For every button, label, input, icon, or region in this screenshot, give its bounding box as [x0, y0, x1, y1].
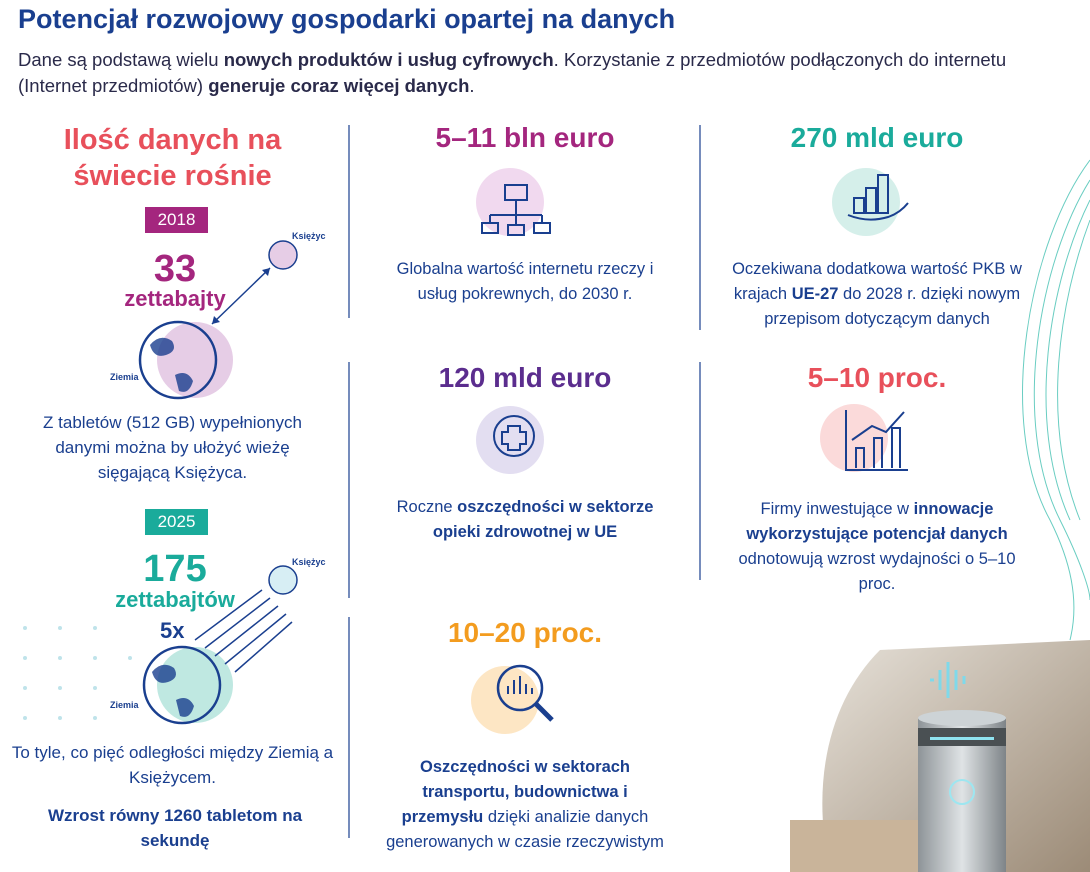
text: do 2028 r. dzięki nowym przepisom dotycz…: [764, 285, 1021, 328]
bold-text: Oszczędności w sektorach transportu, bud…: [401, 758, 630, 826]
text: odnotowują wzrost wydajności o 5–10 proc…: [738, 550, 1016, 593]
caption: Z tabletów (512 GB) wypełnionych danymi …: [43, 413, 302, 482]
note: Wzrost równy 1260 tabletom na sekundę: [47, 806, 303, 850]
earth-label: Ziemia: [110, 700, 139, 710]
card-value: 120 mld euro: [438, 362, 612, 393]
text: Dane są podstawą wielu: [18, 49, 224, 70]
year-badge: 2025: [145, 509, 208, 535]
card-text: Oszczędności w sektorach transportu, bud…: [380, 755, 670, 855]
moon-label: Księżyc: [292, 231, 326, 241]
right-waves: [1022, 159, 1090, 641]
bold-text: generuje coraz więcej danych: [208, 75, 470, 96]
text: dzięki analizie danych generowanych w cz…: [386, 808, 664, 851]
bold-text: UE-27: [791, 285, 839, 303]
moon-label: Księżyc: [292, 557, 326, 567]
card-value: 10–20 proc.: [447, 617, 603, 648]
text: Roczne: [396, 498, 458, 516]
earth-moon-2025: [142, 565, 298, 725]
card-text: Roczne oszczędności w sektorze opieki zd…: [383, 495, 668, 545]
unit: zettabajtów: [115, 587, 235, 612]
dividers: [348, 125, 701, 838]
intro: Dane są podstawą wielu nowych produktów …: [18, 47, 1078, 99]
unit: zettabajty: [124, 286, 226, 311]
multiplier: 5x: [160, 618, 185, 643]
bold-text: nowych produktów i usług cyfrowych: [223, 49, 554, 70]
dot-grid: [23, 626, 132, 720]
text: Firmy inwestujące w: [760, 500, 914, 518]
icon-growth: [820, 404, 908, 472]
card-text: Oczekiwana dodatkowa wartość PKB w kraja…: [722, 257, 1032, 332]
icon-analysis: [471, 664, 554, 734]
title: Potencjał rozwojowy gospodarki opartej n…: [18, 4, 676, 34]
card-value: 270 mld euro: [790, 122, 964, 153]
icon-gdp: [832, 168, 909, 236]
amount: 175: [143, 548, 207, 590]
card-value: 5–10 proc.: [807, 362, 947, 393]
card-value: 5–11 bln euro: [435, 122, 615, 153]
photo: [790, 640, 1090, 872]
bold-text: oszczędności w sektorze opieki zdrowotne…: [432, 498, 654, 541]
card-text: Firmy inwestujące w innowacje wykorzystu…: [732, 497, 1022, 597]
year-badge: 2018: [145, 207, 208, 233]
left-title: Ilość danych na świecie rośnie: [63, 124, 282, 192]
text: . Korzystanie z przedmiotów podłączonych…: [18, 49, 1007, 96]
text: Oczekiwana dodatkowa wartość PKB w kraja…: [732, 260, 1022, 303]
bold-text: innowacje wykorzystujące potencjał danyc…: [746, 500, 1008, 543]
earth-moon-2018: [138, 240, 298, 400]
card-text: Globalna wartość internetu rzeczy i usłu…: [390, 257, 660, 307]
earth-label: Ziemia: [110, 372, 139, 382]
icon-iot: [476, 168, 551, 236]
icon-health: [476, 406, 544, 474]
text: Globalna wartość internetu rzeczy i usłu…: [396, 260, 654, 303]
text: .: [469, 75, 475, 96]
amount: 33: [153, 248, 197, 290]
caption: To tyle, co pięć odległości między Ziemi…: [11, 743, 334, 787]
